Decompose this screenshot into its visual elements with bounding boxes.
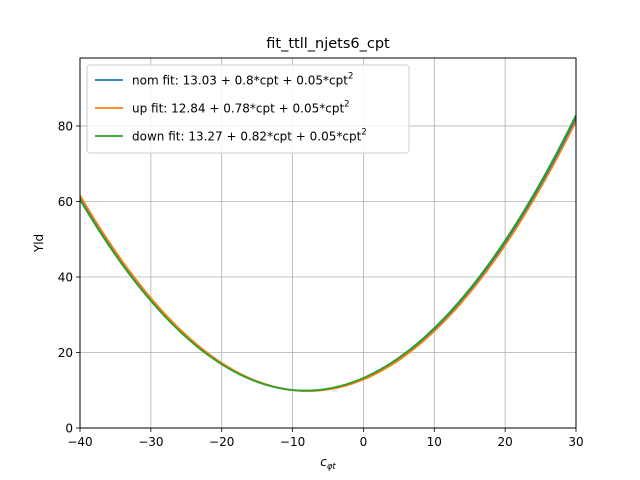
y-tick-label: 80 [58,119,73,133]
x-tick-label: −10 [280,435,305,449]
legend-label-superscript: 2 [361,128,366,138]
y-tick-label: 20 [58,346,73,360]
x-axis-label-subscript: φt [327,462,337,472]
x-axis-label-main: c [320,455,327,469]
y-tick-label: 40 [58,270,73,284]
series-lines [79,114,577,392]
legend-box [86,64,410,154]
legend-label-superscript: 2 [344,100,349,110]
y-tick-label: 60 [58,195,73,209]
x-tick-label: 20 [498,435,513,449]
x-tick-label: 0 [360,435,368,449]
x-tick-label: −30 [138,435,163,449]
y-axis-label: Yld [32,234,46,253]
y-tick-label: 0 [65,422,73,436]
x-tick-label: 30 [568,435,583,449]
series-line [79,114,577,392]
plot-frame [79,57,577,429]
x-tick-label: −20 [209,435,234,449]
legend-label: nom fit: 13.03 + 0.8*cpt + 0.05*cpt [132,74,348,88]
chart-title: fit_ttll_njets6_cpt [266,36,390,52]
x-tick-label: 10 [427,435,442,449]
legend-label-superscript: 2 [348,72,353,82]
legend-label: up fit: 12.84 + 0.78*cpt + 0.05*cpt [132,102,344,116]
legend-label: down fit: 13.27 + 0.82*cpt + 0.05*cpt [132,130,362,144]
x-tick-label: −40 [67,435,92,449]
legend-entry: down fit: 13.27 + 0.82*cpt + 0.05*cpt2 [132,128,367,144]
legend-entry: up fit: 12.84 + 0.78*cpt + 0.05*cpt2 [132,100,350,116]
x-axis-label: cφt [320,455,336,472]
series-line [79,117,577,392]
axis-ticks: −40 −30 −20 −10 0 10 20 30 0 20 40 60 80 [58,119,584,449]
legend-entry: nom fit: 13.03 + 0.8*cpt + 0.05*cpt2 [132,72,353,88]
series-line [79,120,577,392]
